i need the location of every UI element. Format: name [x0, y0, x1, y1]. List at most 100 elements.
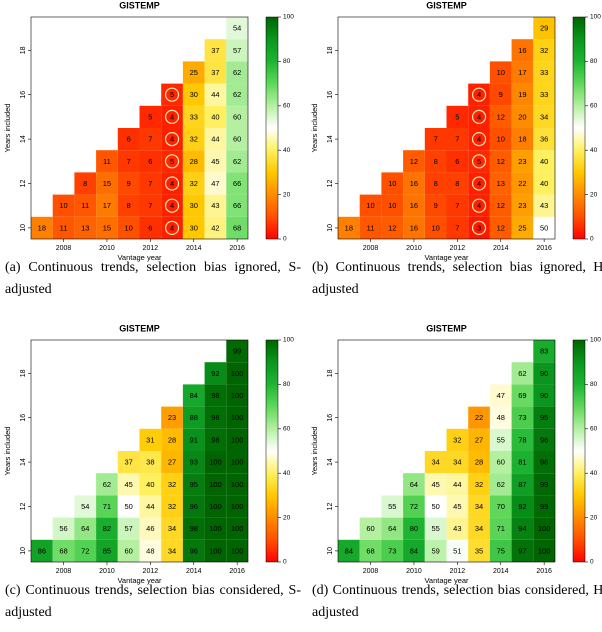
- x-tick-label: 2012: [450, 245, 466, 252]
- cell-label: 100: [538, 524, 551, 533]
- cell-label: 4: [477, 201, 481, 210]
- cell-label: 87: [518, 480, 526, 489]
- cell-label: 12: [497, 112, 505, 121]
- plot-frame: [30, 339, 249, 563]
- cell-label: 95: [540, 413, 548, 422]
- cell-label: 91: [190, 435, 198, 444]
- cell-label: 95: [190, 480, 198, 489]
- heat-cell: [403, 473, 425, 496]
- y-tick-label: 18: [327, 46, 334, 54]
- cell-label: 34: [453, 458, 461, 467]
- x-axis-label: Vantage year: [424, 253, 469, 262]
- heat-cell: [204, 105, 227, 128]
- cell-label: 30: [190, 201, 198, 210]
- cell-label: 100: [209, 524, 222, 533]
- cell-label: 43: [453, 524, 461, 533]
- cell-label: 17: [518, 68, 526, 77]
- heat-cell: [204, 172, 227, 195]
- cell-label: 45: [453, 502, 461, 511]
- cell-label: 100: [209, 458, 222, 467]
- heat-cell: [489, 384, 512, 407]
- heat-cell: [52, 194, 75, 217]
- cell-label: 96: [540, 435, 548, 444]
- heat-cell: [533, 216, 555, 239]
- cell-label: 28: [190, 157, 198, 166]
- heat-cell: [511, 216, 534, 239]
- heat-cell: [52, 517, 75, 540]
- highlight-circle: [164, 109, 180, 125]
- heat-cell: [403, 194, 425, 217]
- cell-label: 34: [168, 546, 176, 555]
- cell-label: 68: [366, 546, 374, 555]
- heat-cell: [424, 495, 447, 518]
- heat-cell: [226, 150, 248, 173]
- heat-cell: [533, 61, 555, 84]
- y-tick-label: 12: [327, 180, 334, 188]
- heat-cell: [139, 216, 162, 239]
- heat-cell: [139, 128, 162, 151]
- cell-label: 17: [103, 201, 111, 210]
- highlight-circle: [471, 198, 487, 213]
- heat-cell: [511, 406, 534, 429]
- cell-label: 40: [540, 179, 548, 188]
- heat-cell: [511, 473, 534, 496]
- cell-label: 93: [190, 458, 198, 467]
- heat-cell: [117, 172, 140, 195]
- colorbar-tick-label: 0: [283, 236, 287, 243]
- cell-label: 4: [477, 179, 481, 188]
- cell-label: 9: [127, 179, 131, 188]
- cell-label: 25: [518, 223, 526, 232]
- heat-cell: [489, 150, 512, 173]
- y-axis-label: Years included: [3, 104, 12, 153]
- heat-cell: [182, 473, 205, 496]
- heat-cell: [74, 194, 97, 217]
- cell-label: 12: [497, 201, 505, 210]
- heat-cell: [117, 451, 140, 474]
- heat-cell: [359, 194, 382, 217]
- cell-label: 12: [497, 223, 505, 232]
- heat-cell: [139, 473, 162, 496]
- cell-label: 9: [499, 90, 503, 99]
- heat-cell: [226, 105, 248, 128]
- cell-label: 13: [81, 223, 89, 232]
- heat-cell: [226, 362, 248, 385]
- cell-label: 47: [497, 391, 505, 400]
- cell-label: 8: [127, 201, 131, 210]
- heat-cell: [226, 340, 248, 363]
- highlight-circle: [164, 220, 180, 235]
- cell-label: 97: [518, 546, 526, 555]
- heat-cell: [359, 216, 382, 239]
- heat-cell: [96, 216, 118, 239]
- heat-cell: [204, 83, 227, 106]
- y-axis-label: Years included: [310, 104, 319, 153]
- cell-label: 68: [233, 223, 241, 232]
- heat-cell: [161, 172, 183, 195]
- cell-label: 11: [103, 157, 111, 166]
- cell-label: 56: [59, 524, 67, 533]
- heat-cell: [161, 83, 183, 106]
- cell-label: 28: [168, 435, 176, 444]
- cell-label: 33: [540, 68, 548, 77]
- heat-cell: [511, 128, 534, 151]
- heat-cell: [52, 216, 75, 239]
- cell-label: 30: [190, 223, 198, 232]
- heat-cell: [226, 61, 248, 84]
- cell-label: 44: [453, 480, 461, 489]
- cell-label: 32: [168, 480, 176, 489]
- cell-label: 88: [190, 413, 198, 422]
- heat-cell: [489, 451, 512, 474]
- colorbar-tick-label: 0: [590, 236, 594, 243]
- cell-label: 100: [209, 546, 222, 555]
- cell-label: 70: [497, 502, 505, 511]
- cell-label: 30: [190, 90, 198, 99]
- cell-label: 10: [59, 201, 67, 210]
- cell-label: 62: [497, 480, 505, 489]
- cell-label: 19: [518, 90, 526, 99]
- heat-cell: [117, 150, 140, 173]
- heat-cell: [96, 539, 118, 562]
- heat-cell: [511, 428, 534, 451]
- heat-cell: [489, 172, 512, 195]
- heat-cell: [533, 39, 555, 62]
- cell-label: 99: [540, 502, 548, 511]
- heat-cell: [424, 451, 447, 474]
